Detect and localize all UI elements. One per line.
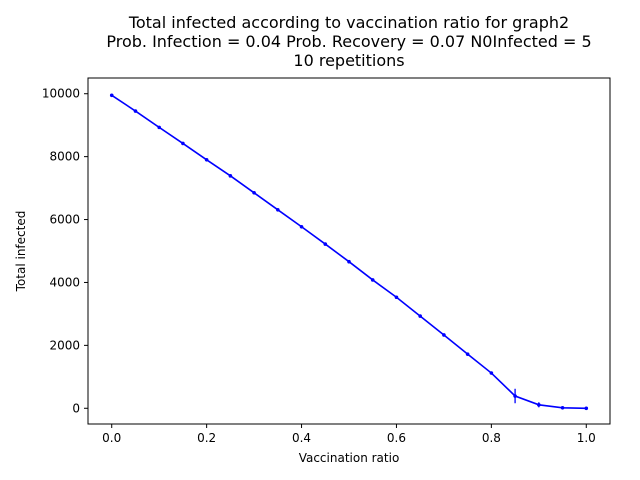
data-point [133,109,138,113]
title-line: Total infected according to vaccination … [128,13,569,32]
data-point [299,224,304,229]
y-ticks: 0 2000 4000 6000 8000 10000 [42,87,88,415]
x-tick-label: 0.4 [292,431,311,445]
plot-frame [87,77,611,425]
data-point [109,93,114,98]
y-tick-label: 2000 [49,338,80,352]
data-point [513,394,517,398]
x-tick-label: 0.8 [482,431,501,445]
data-point [465,352,470,356]
data-point [276,207,280,212]
y-tick-label: 6000 [49,213,80,227]
data-point [489,371,494,375]
y-axis-label: Total infected [14,211,28,293]
data-point [394,295,399,300]
data-point [323,242,328,246]
series-group [109,93,589,411]
data-point [228,174,233,178]
x-tick-label: 1.0 [577,431,596,445]
data-point [370,278,375,282]
axes [87,77,611,425]
data-point [252,191,256,195]
data-point [537,403,541,407]
x-ticks: 0.0 0.2 0.4 0.6 0.8 1.0 [102,424,596,445]
y-tick-label: 4000 [49,275,80,289]
y-tick-label: 0 [72,401,80,415]
x-tick-label: 0.6 [387,431,406,445]
data-point [157,125,161,130]
data-point [418,314,422,318]
x-tick-label: 0.2 [197,431,216,445]
data-point [204,157,209,162]
data-point [181,141,185,146]
x-tick-label: 0.0 [102,431,121,445]
data-point [560,406,565,410]
title-line: 10 repetitions [293,51,404,70]
y-tick-label: 8000 [49,150,80,164]
title-line: Prob. Infection = 0.04 Prob. Recovery = … [106,32,591,51]
chart-title: Total infected according to vaccination … [106,13,591,70]
y-tick-label: 10000 [42,87,80,101]
data-point [347,259,351,264]
data-point [442,333,446,337]
x-axis-label: Vaccination ratio [299,451,400,465]
data-point [584,406,589,411]
